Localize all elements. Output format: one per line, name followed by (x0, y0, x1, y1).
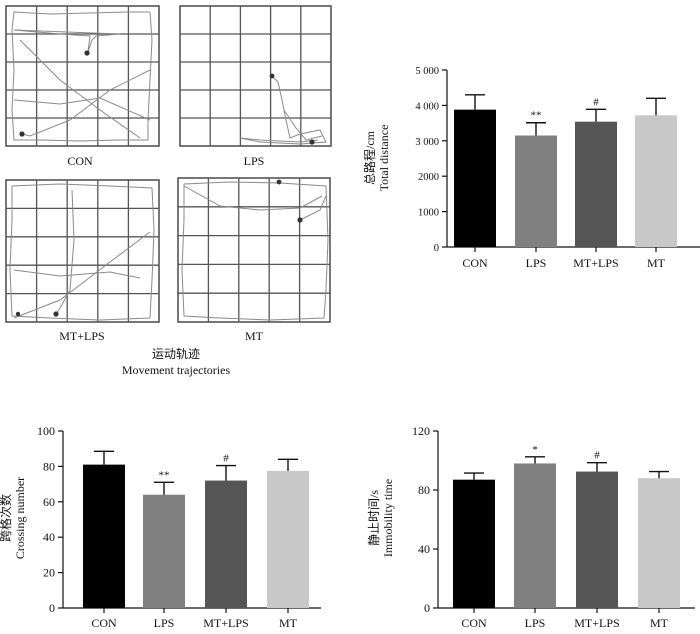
trajectory-panel-mt-lps: MT+LPS (5, 179, 160, 343)
y-tick-label: 80 (418, 483, 430, 497)
y-tick-label: 0 (424, 601, 430, 615)
trajectory-label-mt-lps: MT+LPS (59, 329, 104, 343)
y-axis-label-en: Total distance (377, 125, 391, 192)
y-axis-label-cn: 跨格次数 (0, 494, 13, 542)
y-tick-label: 2000 (418, 172, 439, 183)
y-tick-label: 4 000 (415, 101, 439, 112)
trajectory-path (9, 183, 155, 321)
bar-mt-lps (575, 121, 617, 247)
bar-con (83, 464, 125, 608)
y-tick-label: 1000 (418, 208, 439, 219)
y-tick-label: 0 (434, 243, 439, 254)
bar-lps (514, 463, 556, 608)
y-axis-label-en: Immobility time (381, 479, 395, 557)
significance-marker: ** (159, 469, 170, 481)
y-tick-label: 40 (418, 542, 430, 556)
trajectory-start-point (19, 131, 25, 137)
y-tick-label: 60 (43, 495, 55, 509)
x-tick-label: MT+LPS (574, 616, 619, 629)
arena-grid (178, 178, 330, 322)
y-tick-label: 5 000 (415, 66, 439, 77)
y-tick-label: 80 (43, 459, 55, 473)
trajectory-caption-cn: 运动轨迹 (152, 347, 200, 361)
bar-mt (635, 115, 677, 247)
trajectory-caption-en: Movement trajectories (122, 363, 231, 377)
x-tick-label: MT (650, 616, 669, 629)
bar-mt-lps (205, 480, 247, 608)
significance-marker: # (593, 96, 599, 108)
x-tick-label: LPS (526, 256, 547, 270)
y-tick-label: 20 (43, 566, 55, 580)
trajectory-path (283, 109, 323, 141)
trajectory-path (13, 97, 151, 121)
significance-marker: * (532, 444, 538, 456)
x-tick-label: LPS (154, 616, 175, 629)
bar-con (453, 479, 495, 608)
arena-grid (6, 6, 159, 146)
significance-marker: # (223, 453, 229, 465)
trajectory-end-point (309, 139, 315, 145)
y-axis-label-cn: 静止时间/s (367, 490, 381, 546)
x-tick-label: MT (279, 616, 298, 629)
trajectory-end-point (53, 311, 59, 317)
x-tick-label: LPS (525, 616, 546, 629)
chart-total-distance: 0 1000 2000 3 000 4 000 5 000 CON ** LPS # MT+LPS M… (362, 66, 700, 270)
x-tick-label: CON (462, 256, 488, 270)
trajectory-panel-lps: LPS (179, 5, 332, 168)
x-tick-label: MT (647, 256, 666, 270)
y-tick-label: 100 (37, 424, 55, 438)
chart-immobility-time: 0 40 80 120 CON * LPS # MT+LPS MT 静止时间/s Immobility… (367, 424, 695, 630)
trajectory-label-mt: MT (245, 329, 264, 343)
bar-lps (515, 135, 557, 247)
x-tick-label: CON (91, 616, 117, 629)
arena-grid (6, 180, 159, 322)
trajectory-panel-mt: MT (177, 177, 331, 343)
y-tick-label: 40 (43, 530, 55, 544)
trajectory-start-point (269, 73, 275, 79)
bar-con (454, 109, 496, 247)
trajectory-start-point (276, 179, 282, 185)
trajectory-path (239, 75, 327, 145)
significance-marker: # (594, 450, 600, 462)
trajectory-end-point (297, 217, 303, 223)
trajectory-label-con: CON (67, 154, 93, 168)
bar-mt (267, 470, 309, 608)
significance-marker: ** (531, 110, 542, 122)
trajectory-panel-con: CON (5, 5, 160, 168)
trajectory-path (11, 11, 153, 142)
trajectory-path (183, 185, 323, 211)
trajectory-path (13, 29, 121, 53)
trajectory-start-point (15, 311, 21, 317)
trajectory-label-lps: LPS (244, 154, 265, 168)
trajectory-path (13, 269, 141, 279)
trajectory-path (21, 69, 151, 137)
bar-mt (638, 478, 680, 608)
y-tick-label: 120 (412, 424, 430, 438)
trajectory-end-point (84, 50, 90, 56)
bar-lps (143, 494, 185, 608)
bar-mt-lps (576, 471, 618, 608)
chart-crossing-number: 0 20 40 60 80 100 CON ** LPS # MT+LPS MT 跨格次数 Crossin… (0, 424, 321, 630)
trajectory-path (299, 195, 327, 221)
x-tick-label: MT+LPS (573, 256, 618, 270)
y-tick-label: 0 (49, 601, 55, 615)
x-tick-label: CON (461, 616, 487, 629)
x-tick-label: MT+LPS (203, 616, 248, 629)
trajectory-path (13, 231, 151, 319)
trajectory-path (19, 39, 141, 139)
y-axis-label-en: Crossing number (13, 477, 27, 559)
y-tick-label: 3 000 (415, 137, 439, 148)
y-axis-label-cn: 总路程/cm (362, 130, 377, 185)
trajectory-path (55, 189, 75, 315)
